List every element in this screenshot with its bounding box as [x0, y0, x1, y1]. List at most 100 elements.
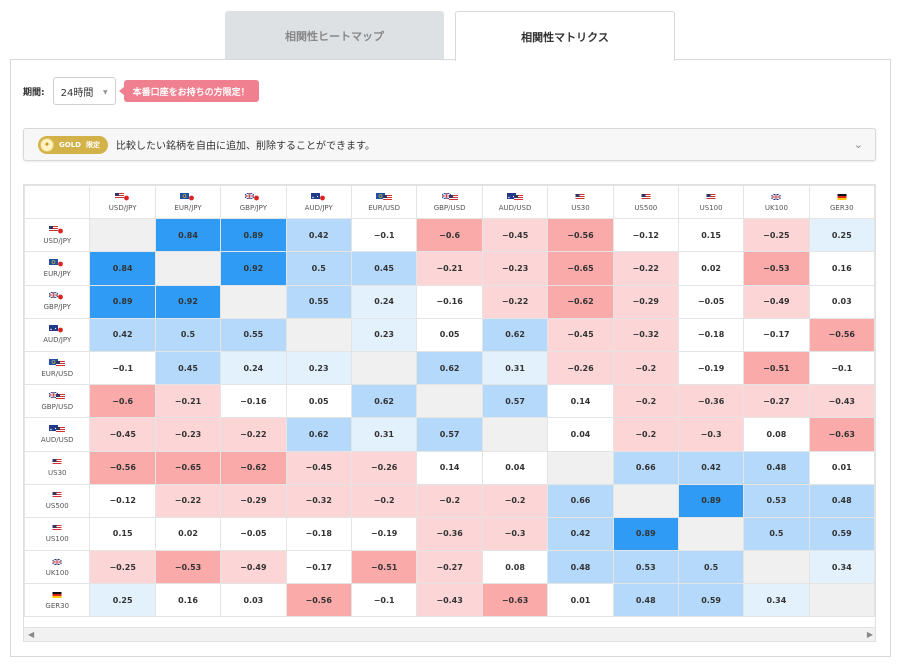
chevron-down-icon[interactable]: ⌄: [853, 138, 863, 151]
matrix-row: UK100 −0.25 −0.53 −0.49 −0.17 −0.51 −0.27 0.08 0…: [24, 550, 875, 585]
matrix-cell: −0.2: [612, 350, 679, 386]
matrix-cell: −0.56: [547, 218, 614, 253]
matrix-cell: 0.48: [547, 550, 614, 585]
gold-badge: ✦ GOLD 限定: [38, 135, 108, 154]
matrix-row: EUR/USD −0.1 0.45 0.24 0.23 0.62 0.31 −0.26 −0.2…: [24, 350, 875, 386]
matrix-cell: 0.15: [677, 218, 745, 253]
gb-flag-icon: [744, 193, 808, 201]
column-header-label: EUR/JPY: [174, 203, 202, 212]
matrix-cell: 0.92: [154, 284, 222, 319]
matrix-row: GBP/JPY 0.89 0.92 0.55 0.24 −0.16 −0.22 −0.62 −0…: [24, 284, 875, 319]
us-flag-icon: [679, 193, 743, 201]
matrix-diagonal-cell: [154, 251, 222, 286]
matrix-cell: −0.18: [285, 516, 352, 552]
scroll-right-arrow-icon[interactable]: ▶: [866, 630, 873, 639]
matrix-cell: −0.17: [743, 317, 810, 352]
matrix-cell: −0.32: [285, 483, 352, 518]
matrix-cell: −0.1: [350, 583, 418, 618]
gb-flag-icon: [25, 558, 89, 566]
matrix-cell: 0.42: [547, 516, 614, 552]
matrix-cell: −0.49: [743, 284, 810, 319]
matrix-cell: −0.6: [416, 218, 483, 253]
matrix-cell: −0.36: [677, 384, 745, 419]
matrix-cell: 0.57: [481, 384, 549, 419]
period-label: 期間:: [23, 87, 45, 98]
matrix-cell: 0.25: [808, 218, 875, 253]
de-flag-icon: [810, 193, 874, 201]
row-header-uk100: UK100: [24, 550, 91, 585]
matrix-cell: 0.04: [547, 417, 614, 452]
gold-feature-bar[interactable]: ✦ GOLD 限定 比較したい銘柄を自由に追加、削除することができます。 ⌄: [23, 128, 876, 161]
matrix-row: USD/JPY 0.84 0.89 0.42 −0.1 −0.6 −0.45 −0.56 −0.…: [24, 218, 875, 253]
matrix-cell: 0.24: [350, 284, 418, 319]
row-header-gbpjpy: GBP/JPY: [24, 284, 91, 319]
scroll-left-arrow-icon[interactable]: ◀: [28, 630, 35, 639]
tab-matrix[interactable]: 相関性マトリクス: [455, 11, 675, 61]
row-header-us100: US100: [24, 516, 91, 552]
us-flag-icon: [614, 193, 678, 201]
matrix-cell: −0.1: [350, 218, 418, 253]
matrix-cell: −0.45: [547, 317, 614, 352]
matrix-cell: 0.66: [612, 450, 679, 485]
horizontal-scrollbar[interactable]: ◀ ▶: [24, 627, 875, 641]
matrix-cell: 0.45: [350, 251, 418, 286]
matrix-cell: −0.56: [285, 583, 352, 618]
matrix-cell: 0.84: [89, 251, 156, 286]
gold-bar-text: 比較したい銘柄を自由に追加、削除することができます。: [115, 141, 375, 152]
period-select[interactable]: 24時間 ▼: [52, 77, 116, 105]
matrix-cell: −0.25: [743, 218, 810, 253]
column-header-us100: US100: [677, 185, 745, 220]
matrix-cell: 0.15: [89, 516, 156, 552]
column-header-uk100: UK100: [743, 185, 810, 220]
matrix-cell: 0.5: [677, 550, 745, 585]
matrix-cell: −0.17: [285, 550, 352, 585]
matrix-cell: 0.24: [220, 350, 287, 386]
gold-badge-word: GOLD: [59, 140, 81, 149]
matrix-panel: 期間: 24時間 ▼ 本番口座をお持ちの方限定！ ✦ GOLD 限定 比較したい…: [10, 59, 891, 657]
matrix-cell: −0.2: [612, 384, 679, 419]
row-header-label: USD/JPY: [43, 236, 72, 245]
matrix-cell: −0.65: [154, 450, 222, 485]
column-header-label: USD/JPY: [108, 203, 137, 212]
matrix-diagonal-cell: [743, 550, 810, 585]
matrix-cell: −0.3: [481, 516, 549, 552]
matrix-cell: 0.31: [481, 350, 549, 386]
matrix-cell: −0.23: [481, 251, 549, 286]
matrix-cell: −0.45: [285, 450, 352, 485]
matrix-cell: 0.5: [743, 516, 810, 552]
matrix-row: GER30 0.25 0.16 0.03 −0.56 −0.1 −0.43 −0.63 0.01…: [24, 583, 875, 618]
matrix-cell: −0.56: [808, 317, 875, 352]
matrix-cell: 0.34: [743, 583, 810, 618]
column-header-gbpusd: GBP/USD: [416, 185, 483, 220]
matrix-cell: 0.62: [350, 384, 418, 419]
matrix-cell: −0.6: [89, 384, 156, 419]
matrix-cell: 0.62: [416, 350, 483, 386]
matrix-cell: −0.29: [612, 284, 679, 319]
column-header-label: GBP/JPY: [239, 203, 267, 212]
period-controls: 期間: 24時間 ▼ 本番口座をお持ちの方限定！: [23, 76, 259, 106]
matrix-row: GBP/USD −0.6 −0.21 −0.16 0.05 0.62 0.57 0.14 −0.…: [24, 384, 875, 419]
matrix-row: US500 −0.12 −0.22 −0.29 −0.32 −0.2 −0.2 −0.2 0.6…: [24, 483, 875, 518]
us-flag-icon: [25, 458, 89, 466]
eu-jp-flag-icon: [25, 258, 89, 267]
matrix-cell: 0.31: [350, 417, 418, 452]
matrix-row: US100 0.15 0.02 −0.05 −0.18 −0.19 −0.36 −0.3 0.4…: [24, 516, 875, 552]
matrix-cell: −0.12: [89, 483, 156, 518]
matrix-cell: 0.14: [547, 384, 614, 419]
row-header-label: US100: [45, 535, 69, 544]
live-account-promo-badge: 本番口座をお持ちの方限定！: [118, 80, 259, 102]
row-header-label: GBP/USD: [41, 402, 74, 411]
tab-heatmap[interactable]: 相関性ヒートマップ: [225, 11, 444, 60]
matrix-cell: 0.03: [220, 583, 287, 618]
matrix-cell: 0.45: [154, 350, 222, 386]
matrix-diagonal-cell: [285, 317, 352, 352]
column-header-label: AUD/JPY: [304, 203, 333, 212]
matrix-cell: −0.2: [416, 483, 483, 518]
matrix-cell: 0.92: [220, 251, 287, 286]
matrix-cell: −0.63: [481, 583, 549, 618]
matrix-cell: −0.19: [350, 516, 418, 552]
column-header-ger30: GER30: [808, 185, 875, 220]
matrix-cell: −0.2: [612, 417, 679, 452]
matrix-cell: 0.48: [612, 583, 679, 618]
matrix-diagonal-cell: [350, 350, 418, 386]
